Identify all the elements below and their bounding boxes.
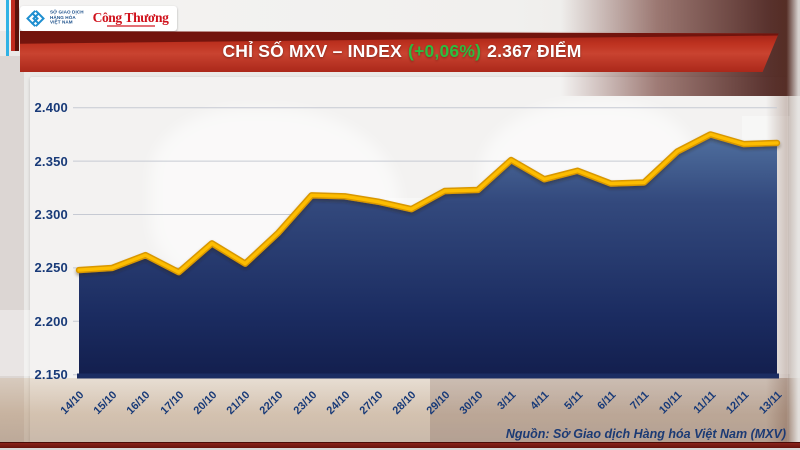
world-map-watermark: [480, 102, 695, 252]
logo-panel: SỞ GIAO DỊCH HÀNG HÓA VIỆT NAM Công Thươ…: [20, 6, 177, 31]
congthuong-masthead: Công Thương: [92, 9, 169, 27]
congthuong-title: Công Thương: [92, 9, 169, 25]
bar-watermark: [742, 116, 790, 374]
y-axis-label: 2.400: [34, 100, 68, 116]
brand-stripe-shadow: [15, 0, 19, 51]
world-map-watermark: [150, 108, 400, 293]
change-percent: (+0,06%): [408, 41, 482, 61]
index-value: 2.367 ĐIỂM: [487, 41, 582, 61]
x-axis-line: [77, 373, 779, 379]
mxv-logo-icon: [26, 10, 45, 27]
grid-lines: [73, 107, 777, 376]
mxv-name: SỞ GIAO DỊCH HÀNG HÓA VIỆT NAM: [50, 9, 84, 26]
title-text: CHỈ SỐ MXV – INDEX: [222, 41, 403, 61]
title-banner: CHỈ SỐ MXV – INDEX (+0,06%) 2.367 ĐIỂM: [20, 31, 779, 72]
y-axis-label: 2.200: [34, 313, 68, 329]
mxv-name-line: VIỆT NAM: [50, 20, 73, 26]
congthuong-tagline-bar: [106, 24, 155, 27]
chart-title: CHỈ SỐ MXV – INDEX (+0,06%) 2.367 ĐIỂM: [222, 41, 581, 62]
y-axis-label: 2.350: [34, 153, 68, 169]
y-axis-label: 2.250: [34, 260, 68, 276]
source-note: Nguồn: Sở Giao dịch Hàng hóa Việt Nam (M…: [505, 427, 786, 441]
background-right-strip: [766, 0, 800, 450]
bottom-edge: [0, 447, 800, 450]
bottom-maroon-bar: [0, 442, 800, 449]
brand-stripe-red: [11, 0, 15, 51]
bar-watermark: [96, 298, 140, 375]
index-line: [77, 132, 779, 274]
area-fill: [79, 134, 777, 375]
mxv-name-line: SỞ GIAO DỊCH: [50, 9, 84, 16]
y-axis-label: 2.300: [34, 207, 68, 222]
background-left-strip: [0, 56, 24, 450]
bar-watermark: [345, 198, 470, 375]
y-axis-label: 2.150: [34, 367, 68, 383]
brand-stripe-cyan: [6, 0, 9, 56]
index-series: [75, 131, 781, 379]
index-line-edge: [75, 131, 781, 276]
mxv-name-line: HÀNG HÓA: [50, 15, 76, 21]
